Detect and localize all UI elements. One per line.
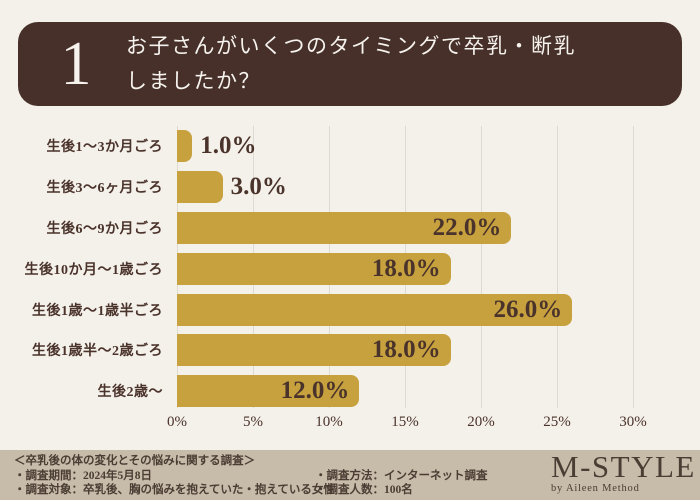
- chart-row: 生後10か月〜1歳ごろ 18.0%: [0, 248, 700, 289]
- bar-track: 3.0%: [177, 171, 700, 204]
- bar-value-label: 18.0%: [371, 336, 441, 364]
- question-line-2: しましたか？: [126, 69, 261, 93]
- survey-respondents: ・調査人数：100名: [315, 484, 413, 497]
- gridline: [633, 126, 634, 408]
- bar-value-label: 1.0%: [200, 132, 257, 160]
- question-line-1: お子さんがいくつのタイミングで卒乳・断乳: [126, 34, 576, 58]
- logo-subtext: by Aileen Method: [551, 483, 640, 494]
- chart-row: 生後1歳半〜2歳ごろ 18.0%: [0, 330, 700, 371]
- chart-rows: 生後1〜3か月ごろ 1.0% 生後3〜6ヶ月ごろ 3.0% 生後6〜9か月ごろ 22.0%…: [0, 126, 700, 412]
- bar-value-label: 22.0%: [432, 213, 502, 241]
- bar: 18.0%: [177, 334, 451, 367]
- category-label: 生後6〜9か月ごろ: [46, 221, 163, 237]
- category-label: 生後3〜6ヶ月ごろ: [46, 181, 163, 197]
- question-text: お子さんがいくつのタイミングで卒乳・断乳 しましたか？: [126, 29, 576, 99]
- survey-info-right: ・調査方法：インターネット調査 ・調査人数：100名: [315, 469, 488, 498]
- bar: 26.0%: [177, 293, 573, 326]
- chart-row: 生後2歳〜 12.0%: [0, 371, 700, 412]
- bar-value-label: 3.0%: [230, 173, 287, 201]
- question-header: 1 お子さんがいくつのタイミングで卒乳・断乳 しましたか？: [18, 22, 682, 106]
- axis-tick-label: 25%: [543, 414, 571, 430]
- bar-track: 18.0%: [177, 252, 700, 285]
- bar-value-label: 18.0%: [371, 254, 441, 282]
- chart-row: 生後1歳〜1歳半ごろ 26.0%: [0, 289, 700, 330]
- gridline: [481, 126, 482, 408]
- survey-target: ・調査対象：卒乳後、胸の悩みを抱えていた・抱えている女性: [14, 484, 335, 497]
- chart-row: 生後3〜6ヶ月ごろ 3.0%: [0, 167, 700, 208]
- bar: 22.0%: [177, 211, 512, 244]
- survey-period: ・調査期間：2024年5月8日: [14, 469, 152, 482]
- x-axis: 0% 5% 10% 15% 20% 25% 30%: [167, 414, 647, 434]
- bar-track: 22.0%: [177, 211, 700, 244]
- horizontal-bar-chart: 生後1〜3か月ごろ 1.0% 生後3〜6ヶ月ごろ 3.0% 生後6〜9か月ごろ 22.0%…: [0, 126, 700, 436]
- category-label: 生後1歳〜1歳半ごろ: [32, 303, 163, 319]
- footer: ＜卒乳後の体の変化とその悩みに関する調査＞ ・調査期間：2024年5月8日 ・調…: [0, 450, 700, 500]
- category-label: 生後10か月〜1歳ごろ: [24, 262, 163, 278]
- brand-logo: M-STYLE by Aileen Method: [551, 451, 696, 495]
- survey-title: ＜卒乳後の体の変化とその悩みに関する調査＞: [14, 455, 256, 467]
- axis-tick-label: 5%: [243, 414, 263, 430]
- axis-tick-label: 15%: [391, 414, 419, 430]
- chart-row: 生後1〜3か月ごろ 1.0%: [0, 126, 700, 167]
- bar-track: 18.0%: [177, 334, 700, 367]
- question-number: 1: [60, 30, 92, 98]
- gridline: [557, 126, 558, 408]
- survey-info-left: ＜卒乳後の体の変化とその悩みに関する調査＞ ・調査期間：2024年5月8日 ・調…: [14, 454, 335, 498]
- category-label: 生後1歳半〜2歳ごろ: [32, 344, 163, 360]
- logo-text: M-STYLE: [551, 449, 696, 484]
- axis-tick-label: 30%: [619, 414, 647, 430]
- survey-method: ・調査方法：インターネット調査: [315, 469, 488, 482]
- axis-tick-label: 0%: [167, 414, 187, 430]
- bar: 1.0%: [177, 130, 256, 163]
- axis-tick-label: 20%: [467, 414, 495, 430]
- bar-value-label: 12.0%: [280, 377, 350, 405]
- bar-track: 12.0%: [177, 375, 700, 408]
- category-label: 生後1〜3か月ごろ: [46, 140, 163, 156]
- bar: 12.0%: [177, 375, 360, 408]
- bar-track: 1.0%: [177, 130, 700, 163]
- bar: 18.0%: [177, 252, 451, 285]
- bar: 3.0%: [177, 171, 287, 204]
- axis-tick-label: 10%: [315, 414, 343, 430]
- bar-value-label: 26.0%: [493, 295, 563, 323]
- chart-row: 生後6〜9か月ごろ 22.0%: [0, 208, 700, 249]
- category-label: 生後2歳〜: [97, 385, 163, 401]
- bar-track: 26.0%: [177, 293, 700, 326]
